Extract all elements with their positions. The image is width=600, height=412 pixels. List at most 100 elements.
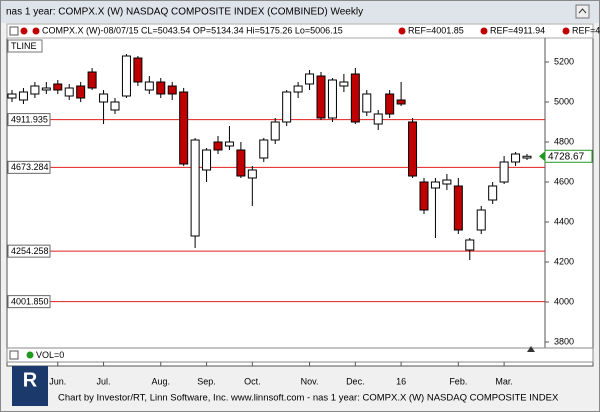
ref-label: 4673.284 bbox=[11, 162, 49, 172]
ref-label-box bbox=[7, 113, 51, 127]
candle-body bbox=[7, 93, 17, 99]
legend-dot bbox=[32, 27, 40, 35]
x-tick-label: Nov. bbox=[301, 376, 319, 386]
candle-body bbox=[488, 185, 498, 201]
collapse-icon bbox=[578, 8, 587, 14]
candle-body bbox=[339, 81, 349, 87]
window-title: nas 1 year: COMPX.X (W) NASDAQ COMPOSITE… bbox=[6, 7, 363, 18]
candle-body bbox=[430, 181, 440, 189]
y-tick-label: 4000 bbox=[554, 296, 574, 306]
candle-body bbox=[64, 87, 74, 97]
x-tick-label: Oct. bbox=[244, 376, 261, 386]
x-tick-label: Mar. bbox=[495, 376, 513, 386]
candle-body bbox=[499, 161, 509, 183]
candle-body bbox=[522, 155, 532, 159]
logo-text: R bbox=[23, 369, 38, 391]
candle-body bbox=[87, 71, 97, 89]
candle-body bbox=[419, 181, 429, 211]
candle-body bbox=[167, 85, 177, 95]
candle-body bbox=[270, 121, 280, 141]
candle-body bbox=[350, 73, 360, 123]
x-tick-label: Jul. bbox=[97, 376, 111, 386]
candle-body bbox=[293, 85, 303, 93]
y-tick-label: 4400 bbox=[554, 216, 574, 226]
volume-box[interactable] bbox=[9, 350, 19, 360]
candle-body bbox=[236, 149, 246, 177]
candle-body bbox=[133, 57, 143, 83]
candle-body bbox=[396, 99, 406, 105]
tool-button[interactable] bbox=[7, 39, 43, 53]
candle-body bbox=[76, 85, 86, 99]
volume-dot bbox=[26, 351, 34, 359]
y-tick-label: 4600 bbox=[554, 176, 574, 186]
x-tick-label: 16 bbox=[396, 376, 406, 386]
last-value-box bbox=[544, 149, 593, 163]
last-value-label: 4728.67 bbox=[548, 151, 585, 162]
candle-body bbox=[121, 55, 131, 97]
candle-body bbox=[385, 93, 395, 115]
candle-body bbox=[305, 73, 315, 85]
candle-body bbox=[18, 91, 28, 101]
ref-label-box bbox=[7, 160, 51, 174]
candle-body bbox=[99, 93, 109, 103]
y-tick-label: 4800 bbox=[554, 136, 574, 146]
candle-body bbox=[282, 91, 292, 123]
candle-body bbox=[362, 93, 372, 113]
footer: Chart by Investor/RT, Linn Software, Inc… bbox=[58, 393, 559, 404]
candle-body bbox=[327, 79, 337, 119]
legend-ref: REF=4 bbox=[572, 25, 600, 35]
ref-label: 4254.258 bbox=[11, 246, 49, 256]
y-tick-label: 5000 bbox=[554, 96, 574, 106]
candle-body bbox=[202, 149, 212, 171]
candle-body bbox=[53, 83, 63, 91]
candle-body bbox=[156, 81, 166, 95]
legend-box[interactable] bbox=[9, 26, 19, 36]
y-tick-label: 3800 bbox=[554, 336, 574, 346]
ref-label: 4001.850 bbox=[11, 297, 49, 307]
legend-row bbox=[6, 23, 594, 39]
logo bbox=[12, 366, 48, 406]
x-tick-label: Dec. bbox=[346, 376, 365, 386]
x-tick-label: Aug. bbox=[152, 376, 171, 386]
legend-dot bbox=[20, 27, 28, 35]
candle-body bbox=[247, 169, 257, 179]
ref-label-box bbox=[7, 244, 51, 258]
candle-body bbox=[373, 113, 383, 125]
candle-body bbox=[316, 75, 326, 119]
candle-body bbox=[41, 87, 51, 91]
candle-body bbox=[511, 153, 521, 163]
candle-body bbox=[453, 185, 463, 231]
legend-dot bbox=[398, 27, 406, 35]
candle-body bbox=[179, 91, 189, 165]
y-tick-label: 4200 bbox=[554, 256, 574, 266]
title-bar bbox=[1, 1, 599, 23]
ref-label-box bbox=[7, 295, 51, 309]
candle-body bbox=[224, 141, 234, 147]
candle-body bbox=[190, 139, 200, 237]
candle-body bbox=[213, 141, 223, 151]
legend-dot bbox=[562, 27, 570, 35]
tool-label: TLINE bbox=[11, 41, 37, 51]
volume-label: VOL=0 bbox=[36, 350, 64, 360]
ref-label: 4911.935 bbox=[11, 114, 48, 124]
pane-marker bbox=[527, 346, 535, 352]
candle-body bbox=[259, 139, 269, 159]
last-value-arrow bbox=[539, 151, 545, 162]
candle-body bbox=[465, 239, 475, 251]
legend-ref: REF=4911.94 bbox=[490, 25, 545, 35]
candle-body bbox=[110, 101, 120, 111]
candle-body bbox=[144, 81, 154, 91]
candle-body bbox=[476, 209, 486, 231]
candle-body bbox=[408, 121, 418, 177]
candle-body bbox=[442, 179, 452, 185]
collapse-button[interactable] bbox=[575, 4, 590, 19]
legend-dot bbox=[480, 27, 488, 35]
volume-pane bbox=[6, 347, 594, 363]
candle-body bbox=[30, 85, 40, 95]
x-tick-label: Sep. bbox=[197, 376, 216, 386]
legend-main: COMPX.X (W)-08/07/15 CL=5043.54 OP=5134.… bbox=[42, 25, 343, 35]
y-tick-label: 5200 bbox=[554, 56, 574, 66]
x-tick-label: Jun. bbox=[49, 376, 66, 386]
x-tick-label: Feb. bbox=[449, 376, 467, 386]
